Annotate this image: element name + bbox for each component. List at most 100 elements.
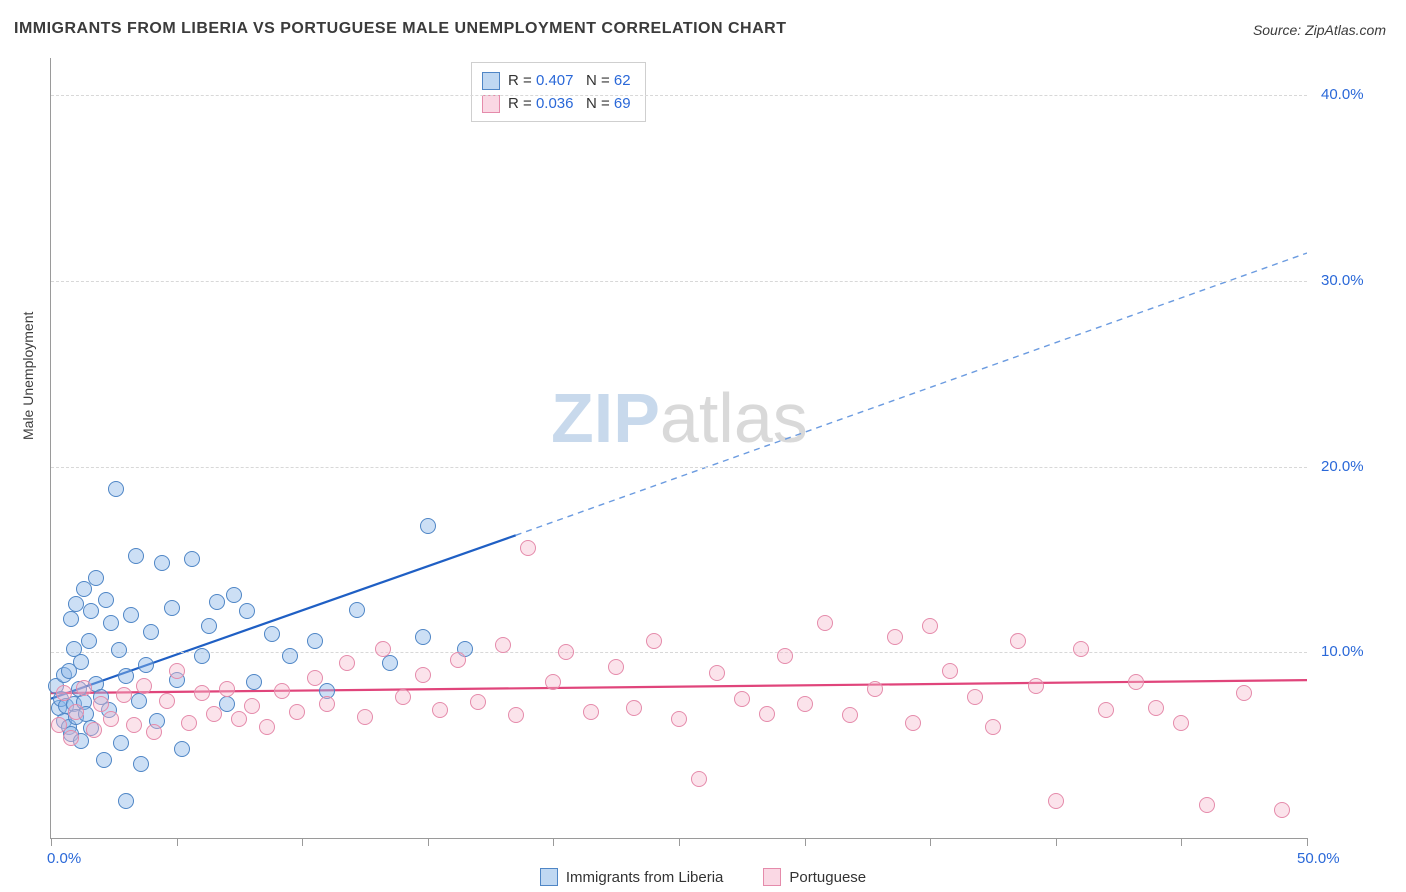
portuguese-point: [116, 687, 132, 703]
portuguese-trend-solid: [51, 680, 1307, 693]
portuguese-point: [51, 717, 67, 733]
x-tick: [302, 838, 303, 846]
portuguese-point: [1048, 793, 1064, 809]
y-tick-label: 30.0%: [1321, 272, 1364, 289]
y-tick-label: 10.0%: [1321, 643, 1364, 660]
liberia-point: [226, 587, 242, 603]
gridline: [51, 281, 1307, 282]
liberia-point: [133, 756, 149, 772]
portuguese-point: [63, 730, 79, 746]
liberia-point: [118, 793, 134, 809]
portuguese-point: [339, 655, 355, 671]
gridline: [51, 652, 1307, 653]
blue-swatch-icon: [540, 868, 558, 886]
portuguese-point: [244, 698, 260, 714]
portuguese-point: [985, 719, 1001, 735]
liberia-point: [154, 555, 170, 571]
liberia-point: [246, 674, 262, 690]
portuguese-point: [671, 711, 687, 727]
portuguese-point: [922, 618, 938, 634]
portuguese-point: [146, 724, 162, 740]
x-tick: [1307, 838, 1308, 846]
portuguese-point: [797, 696, 813, 712]
legend-label: Immigrants from Liberia: [566, 869, 724, 886]
stats-text: R = 0.407 N = 62: [508, 69, 631, 92]
portuguese-point: [1148, 700, 1164, 716]
liberia-point: [68, 596, 84, 612]
portuguese-point: [415, 667, 431, 683]
liberia-point: [164, 600, 180, 616]
liberia-point: [307, 633, 323, 649]
liberia-swatch-icon: [482, 72, 500, 90]
legend-label: Portuguese: [789, 869, 866, 886]
portuguese-point: [136, 678, 152, 694]
x-tick: [1056, 838, 1057, 846]
x-tick: [51, 838, 52, 846]
portuguese-point: [56, 685, 72, 701]
portuguese-point: [626, 700, 642, 716]
portuguese-point: [558, 644, 574, 660]
portuguese-point: [470, 694, 486, 710]
y-tick-label: 20.0%: [1321, 458, 1364, 475]
y-tick-label: 40.0%: [1321, 86, 1364, 103]
liberia-point: [123, 607, 139, 623]
portuguese-point: [759, 706, 775, 722]
portuguese-point: [395, 689, 411, 705]
chart-source: Source: ZipAtlas.com: [1253, 22, 1386, 38]
liberia-point: [81, 633, 97, 649]
portuguese-point: [169, 663, 185, 679]
portuguese-point: [206, 706, 222, 722]
liberia-point: [264, 626, 280, 642]
legend-item: Immigrants from Liberia: [540, 868, 724, 886]
liberia-point: [118, 668, 134, 684]
portuguese-point: [1199, 797, 1215, 813]
liberia-point: [76, 581, 92, 597]
liberia-point: [103, 615, 119, 631]
portuguese-point: [691, 771, 707, 787]
liberia-point: [73, 654, 89, 670]
liberia-point: [420, 518, 436, 534]
liberia-point: [209, 594, 225, 610]
liberia-point: [108, 481, 124, 497]
liberia-point: [143, 624, 159, 640]
portuguese-point: [1028, 678, 1044, 694]
portuguese-point: [495, 637, 511, 653]
liberia-point: [63, 611, 79, 627]
liberia-point: [184, 551, 200, 567]
portuguese-point: [1236, 685, 1252, 701]
liberia-point: [131, 693, 147, 709]
liberia-point: [382, 655, 398, 671]
portuguese-point: [1073, 641, 1089, 657]
portuguese-swatch-icon: [482, 95, 500, 113]
portuguese-point: [103, 711, 119, 727]
portuguese-point: [219, 681, 235, 697]
liberia-point: [174, 741, 190, 757]
x-tick-label: 50.0%: [1297, 850, 1340, 867]
portuguese-point: [867, 681, 883, 697]
portuguese-point: [842, 707, 858, 723]
portuguese-point: [734, 691, 750, 707]
liberia-point: [138, 657, 154, 673]
liberia-point: [415, 629, 431, 645]
chart-title: IMMIGRANTS FROM LIBERIA VS PORTUGUESE MA…: [14, 20, 787, 38]
x-tick: [428, 838, 429, 846]
liberia-trend-dashed: [516, 253, 1307, 535]
correlation-stats-box: R = 0.407 N = 62R = 0.036 N = 69: [471, 62, 646, 122]
portuguese-point: [68, 704, 84, 720]
portuguese-point: [1098, 702, 1114, 718]
x-tick: [1181, 838, 1182, 846]
portuguese-point: [1173, 715, 1189, 731]
portuguese-point: [545, 674, 561, 690]
portuguese-point: [126, 717, 142, 733]
liberia-point: [111, 642, 127, 658]
series-legend: Immigrants from Liberia Portuguese: [0, 868, 1406, 886]
x-tick: [177, 838, 178, 846]
portuguese-point: [289, 704, 305, 720]
x-tick-label: 0.0%: [47, 850, 81, 867]
portuguese-point: [967, 689, 983, 705]
portuguese-point: [375, 641, 391, 657]
portuguese-point: [646, 633, 662, 649]
portuguese-point: [508, 707, 524, 723]
x-tick: [679, 838, 680, 846]
portuguese-point: [817, 615, 833, 631]
